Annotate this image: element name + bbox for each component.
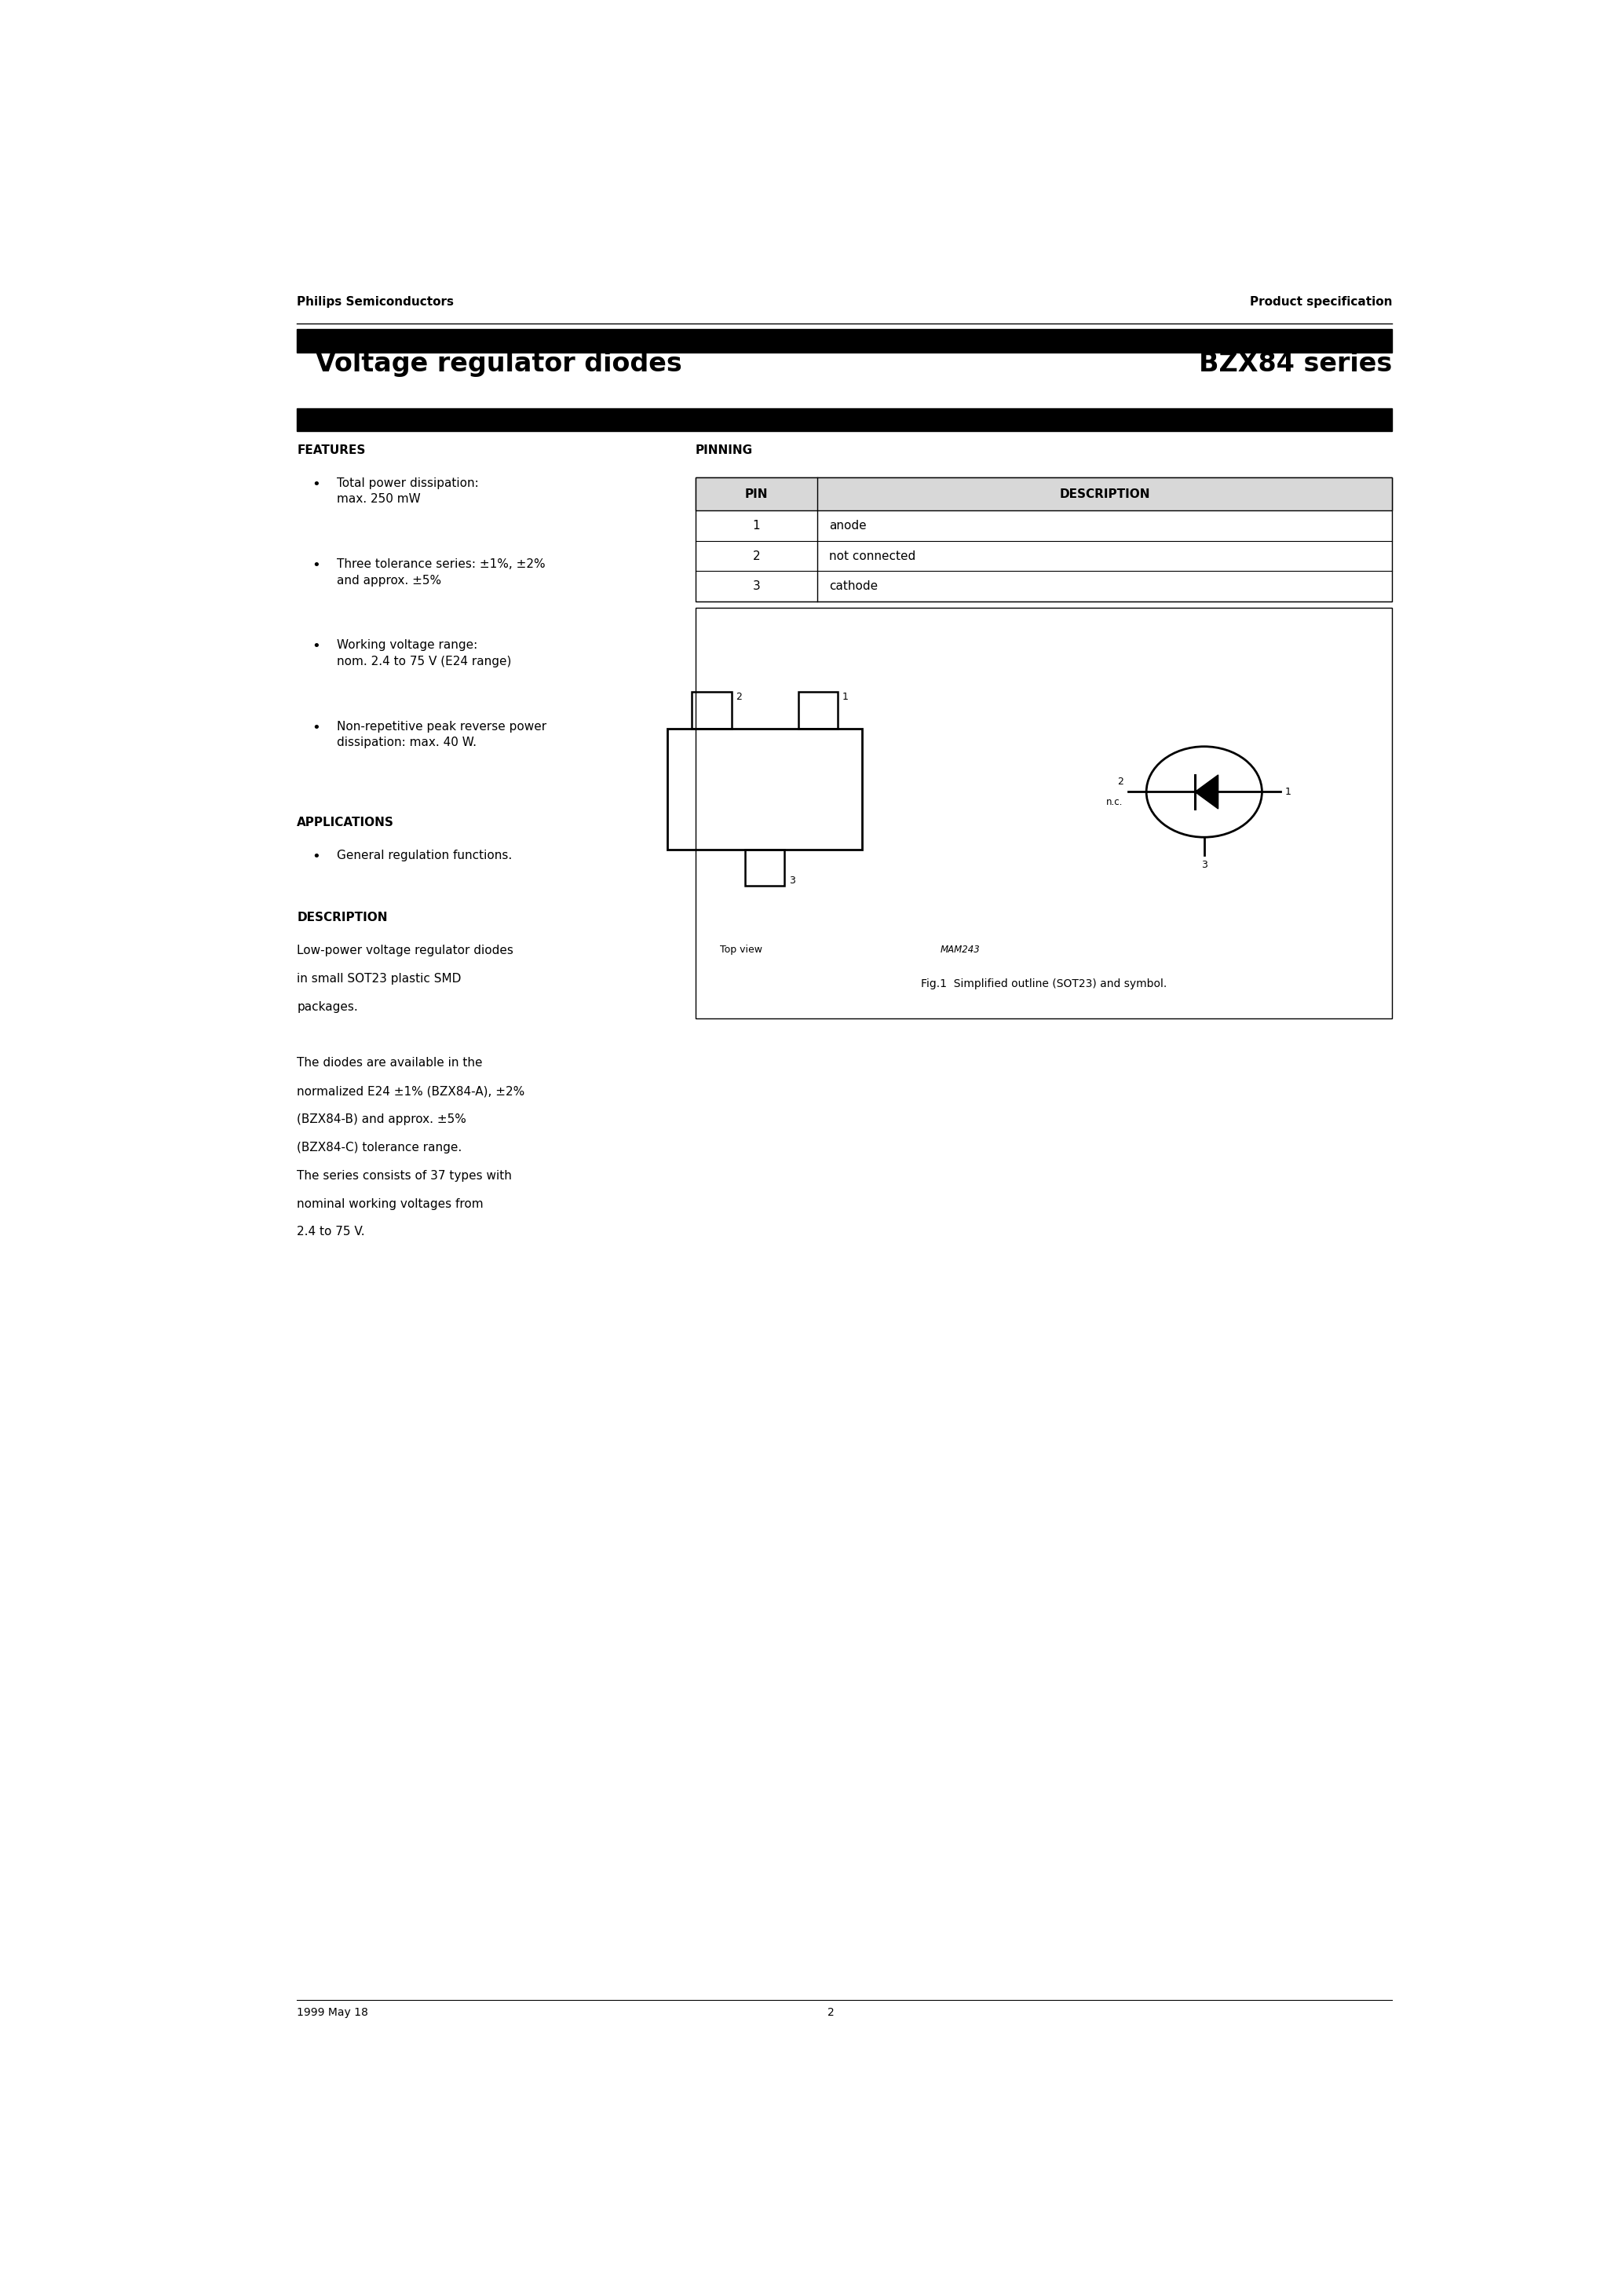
Text: 2: 2 bbox=[736, 691, 741, 703]
Text: nominal working voltages from: nominal working voltages from bbox=[297, 1199, 483, 1210]
Text: normalized E24 ±1% (BZX84-A), ±2%: normalized E24 ±1% (BZX84-A), ±2% bbox=[297, 1086, 526, 1097]
Text: APPLICATIONS: APPLICATIONS bbox=[297, 817, 394, 829]
Text: n.c.: n.c. bbox=[1106, 797, 1124, 808]
Text: The diodes are available in the: The diodes are available in the bbox=[297, 1056, 483, 1070]
Text: •: • bbox=[313, 641, 321, 654]
Text: BZX84 series: BZX84 series bbox=[1199, 351, 1392, 377]
Text: Philips Semiconductors: Philips Semiconductors bbox=[297, 296, 454, 308]
Text: 1999 May 18: 1999 May 18 bbox=[297, 2007, 368, 2018]
Text: in small SOT23 plastic SMD: in small SOT23 plastic SMD bbox=[297, 974, 461, 985]
Text: (BZX84-B) and approx. ±5%: (BZX84-B) and approx. ±5% bbox=[297, 1114, 467, 1125]
Bar bbox=[696, 478, 1392, 510]
Bar bbox=[297, 409, 1392, 432]
Text: •: • bbox=[313, 721, 321, 735]
Text: 2.4 to 75 V.: 2.4 to 75 V. bbox=[297, 1226, 365, 1238]
Text: Product specification: Product specification bbox=[1251, 296, 1392, 308]
Text: •: • bbox=[313, 558, 321, 572]
Text: PINNING: PINNING bbox=[696, 443, 753, 457]
Text: cathode: cathode bbox=[829, 581, 878, 592]
Text: Working voltage range:
nom. 2.4 to 75 V (E24 range): Working voltage range: nom. 2.4 to 75 V … bbox=[337, 641, 511, 668]
Text: 1: 1 bbox=[753, 519, 761, 533]
Text: 2: 2 bbox=[827, 2007, 835, 2018]
Text: PIN: PIN bbox=[744, 489, 767, 501]
Text: 1: 1 bbox=[1285, 788, 1291, 797]
Polygon shape bbox=[1195, 776, 1218, 808]
Text: General regulation functions.: General regulation functions. bbox=[337, 850, 513, 861]
Text: •: • bbox=[313, 850, 321, 863]
Text: 3: 3 bbox=[788, 875, 795, 886]
Text: Low-power voltage regulator diodes: Low-power voltage regulator diodes bbox=[297, 946, 514, 957]
Text: anode: anode bbox=[829, 519, 866, 533]
Text: 2: 2 bbox=[753, 551, 761, 563]
Text: 3: 3 bbox=[753, 581, 761, 592]
Text: not connected: not connected bbox=[829, 551, 916, 563]
Bar bbox=[297, 328, 1392, 351]
Text: Total power dissipation:
max. 250 mW: Total power dissipation: max. 250 mW bbox=[337, 478, 478, 505]
Text: 2: 2 bbox=[1118, 776, 1124, 788]
Bar bbox=[744, 850, 785, 886]
Text: Top view: Top view bbox=[720, 946, 762, 955]
Text: The series consists of 37 types with: The series consists of 37 types with bbox=[297, 1169, 513, 1182]
Text: MAM243: MAM243 bbox=[941, 946, 980, 955]
Text: 1: 1 bbox=[842, 691, 848, 703]
Bar bbox=[696, 608, 1392, 1019]
Text: Fig.1  Simplified outline (SOT23) and symbol.: Fig.1 Simplified outline (SOT23) and sym… bbox=[921, 978, 1166, 990]
Text: Non-repetitive peak reverse power
dissipation: max. 40 W.: Non-repetitive peak reverse power dissip… bbox=[337, 721, 547, 748]
Text: FEATURES: FEATURES bbox=[297, 443, 365, 457]
Bar bbox=[798, 691, 839, 728]
Text: Three tolerance series: ±1%, ±2%
and approx. ±5%: Three tolerance series: ±1%, ±2% and app… bbox=[337, 558, 545, 585]
Bar bbox=[693, 691, 732, 728]
Text: DESCRIPTION: DESCRIPTION bbox=[297, 912, 388, 923]
Text: 3: 3 bbox=[1200, 861, 1207, 870]
Text: DESCRIPTION: DESCRIPTION bbox=[1059, 489, 1150, 501]
Bar bbox=[667, 728, 863, 850]
Text: Voltage regulator diodes: Voltage regulator diodes bbox=[315, 351, 681, 377]
Bar bbox=[696, 478, 1392, 602]
Text: packages.: packages. bbox=[297, 1001, 358, 1013]
Text: (BZX84-C) tolerance range.: (BZX84-C) tolerance range. bbox=[297, 1141, 462, 1153]
Text: •: • bbox=[313, 478, 321, 491]
